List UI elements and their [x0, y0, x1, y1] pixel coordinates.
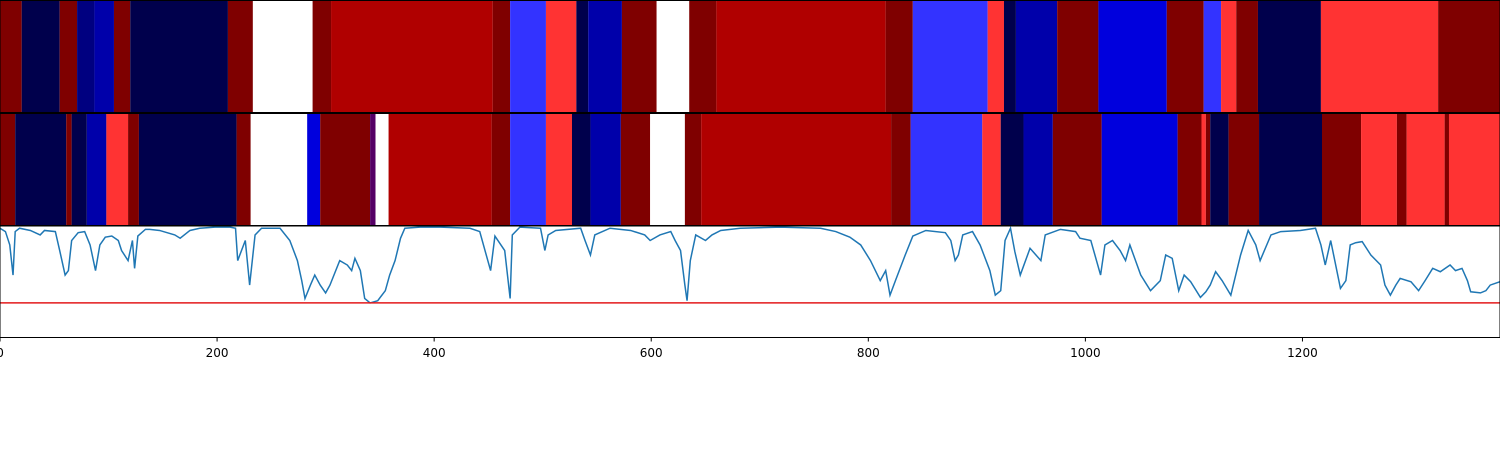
segment [1448, 113, 1500, 226]
segment [375, 113, 389, 226]
segment [576, 0, 589, 113]
segment [128, 113, 139, 226]
segment [250, 113, 308, 226]
segment [689, 0, 717, 113]
segment [1052, 113, 1102, 226]
segment [1015, 0, 1058, 113]
segment [1101, 113, 1178, 226]
segment [21, 0, 60, 113]
segment [71, 113, 87, 226]
segment [588, 0, 622, 113]
segment [1201, 113, 1206, 226]
segment [1205, 113, 1211, 226]
segment [1228, 113, 1260, 226]
segment [701, 113, 892, 226]
segment [138, 113, 237, 226]
segment [910, 113, 983, 226]
segment [1396, 113, 1407, 226]
segment [312, 0, 332, 113]
segment [0, 113, 16, 226]
segment [320, 113, 371, 226]
segment [1406, 113, 1445, 226]
segment [113, 0, 131, 113]
segment [1321, 113, 1362, 226]
segment [590, 113, 621, 226]
segment [1000, 113, 1024, 226]
segment [621, 0, 657, 113]
segment [716, 0, 886, 113]
segment [77, 0, 95, 113]
segment [912, 0, 988, 113]
segment [1210, 113, 1229, 226]
segment [130, 0, 228, 113]
segment [491, 113, 511, 226]
segment [620, 113, 651, 226]
segment [510, 0, 546, 113]
segment [891, 113, 911, 226]
segment [545, 113, 572, 226]
segment [1057, 0, 1099, 113]
segment [885, 0, 913, 113]
segment [1444, 113, 1449, 226]
x-tick-label: 0 [0, 346, 4, 360]
segment [94, 0, 114, 113]
segment [236, 113, 251, 226]
segment [388, 113, 492, 226]
segment [656, 0, 690, 113]
segment [1236, 0, 1258, 113]
segment [59, 0, 78, 113]
line [0, 225, 1500, 304]
x-tick-label: 600 [640, 346, 663, 360]
x-tick-label: 400 [423, 346, 446, 360]
segment [1257, 0, 1321, 113]
segment [1023, 113, 1053, 226]
segment [331, 0, 493, 113]
segment [15, 113, 67, 226]
segment [650, 113, 685, 226]
segment [252, 0, 313, 113]
segment [1361, 113, 1397, 226]
segment [86, 113, 107, 226]
segment [510, 113, 546, 226]
segment [66, 113, 72, 226]
segment [684, 113, 702, 226]
segment [227, 0, 253, 113]
segment [571, 113, 591, 226]
panel-frame [0, 225, 1500, 338]
segment [0, 0, 22, 113]
segment [106, 113, 129, 226]
segment [370, 113, 376, 226]
segment [1177, 113, 1202, 226]
segment [1259, 113, 1322, 226]
segment [307, 113, 321, 226]
x-tick-label: 1200 [1287, 346, 1318, 360]
segment [1166, 0, 1204, 113]
segment [1203, 0, 1222, 113]
x-tick-label: 800 [857, 346, 880, 360]
x-tick-label: 1000 [1070, 346, 1101, 360]
segment [545, 0, 577, 113]
segment [982, 113, 1001, 226]
segment [1003, 0, 1016, 113]
segment [987, 0, 1004, 113]
segment [1438, 0, 1500, 113]
segment [1221, 0, 1237, 113]
panel-frame [0, 0, 1500, 113]
segment [492, 0, 511, 113]
segment [1320, 0, 1439, 113]
segment [1098, 0, 1167, 113]
x-tick-label: 200 [206, 346, 229, 360]
